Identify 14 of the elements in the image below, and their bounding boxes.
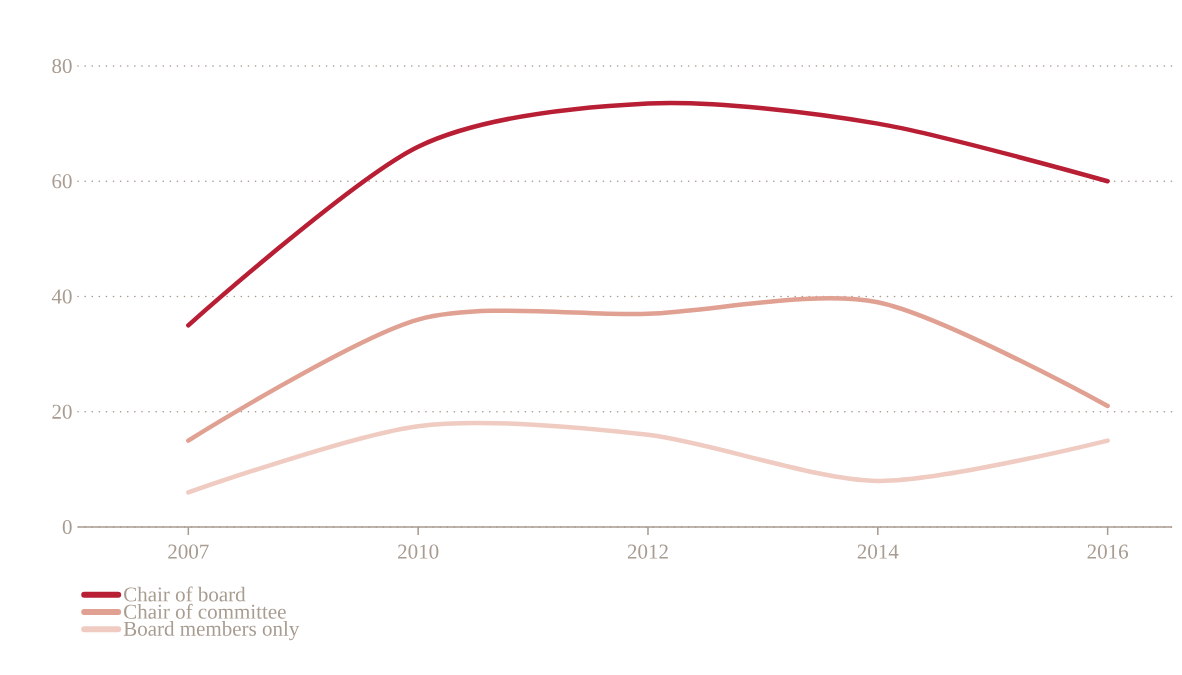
y-tick-label: 0 (62, 519, 72, 535)
line-series (186, 100, 1110, 328)
x-tick-label: 2016 (1087, 544, 1129, 559)
y-tick-label: 60 (52, 174, 72, 189)
x-tick-label: 2010 (398, 544, 439, 559)
legend-label: Chair of committee (124, 603, 286, 619)
y-tick-label: 20 (52, 404, 72, 419)
y-tick-label: 80 (52, 58, 72, 74)
x-tick-label: 2012 (627, 544, 668, 559)
y-tick-label: 40 (51, 289, 72, 304)
x-tick-label: 2014 (857, 544, 899, 559)
legend-label: Board members only (123, 621, 300, 641)
legend-label: Chair of board (124, 586, 246, 602)
x-tick-label: 2007 (168, 544, 209, 559)
